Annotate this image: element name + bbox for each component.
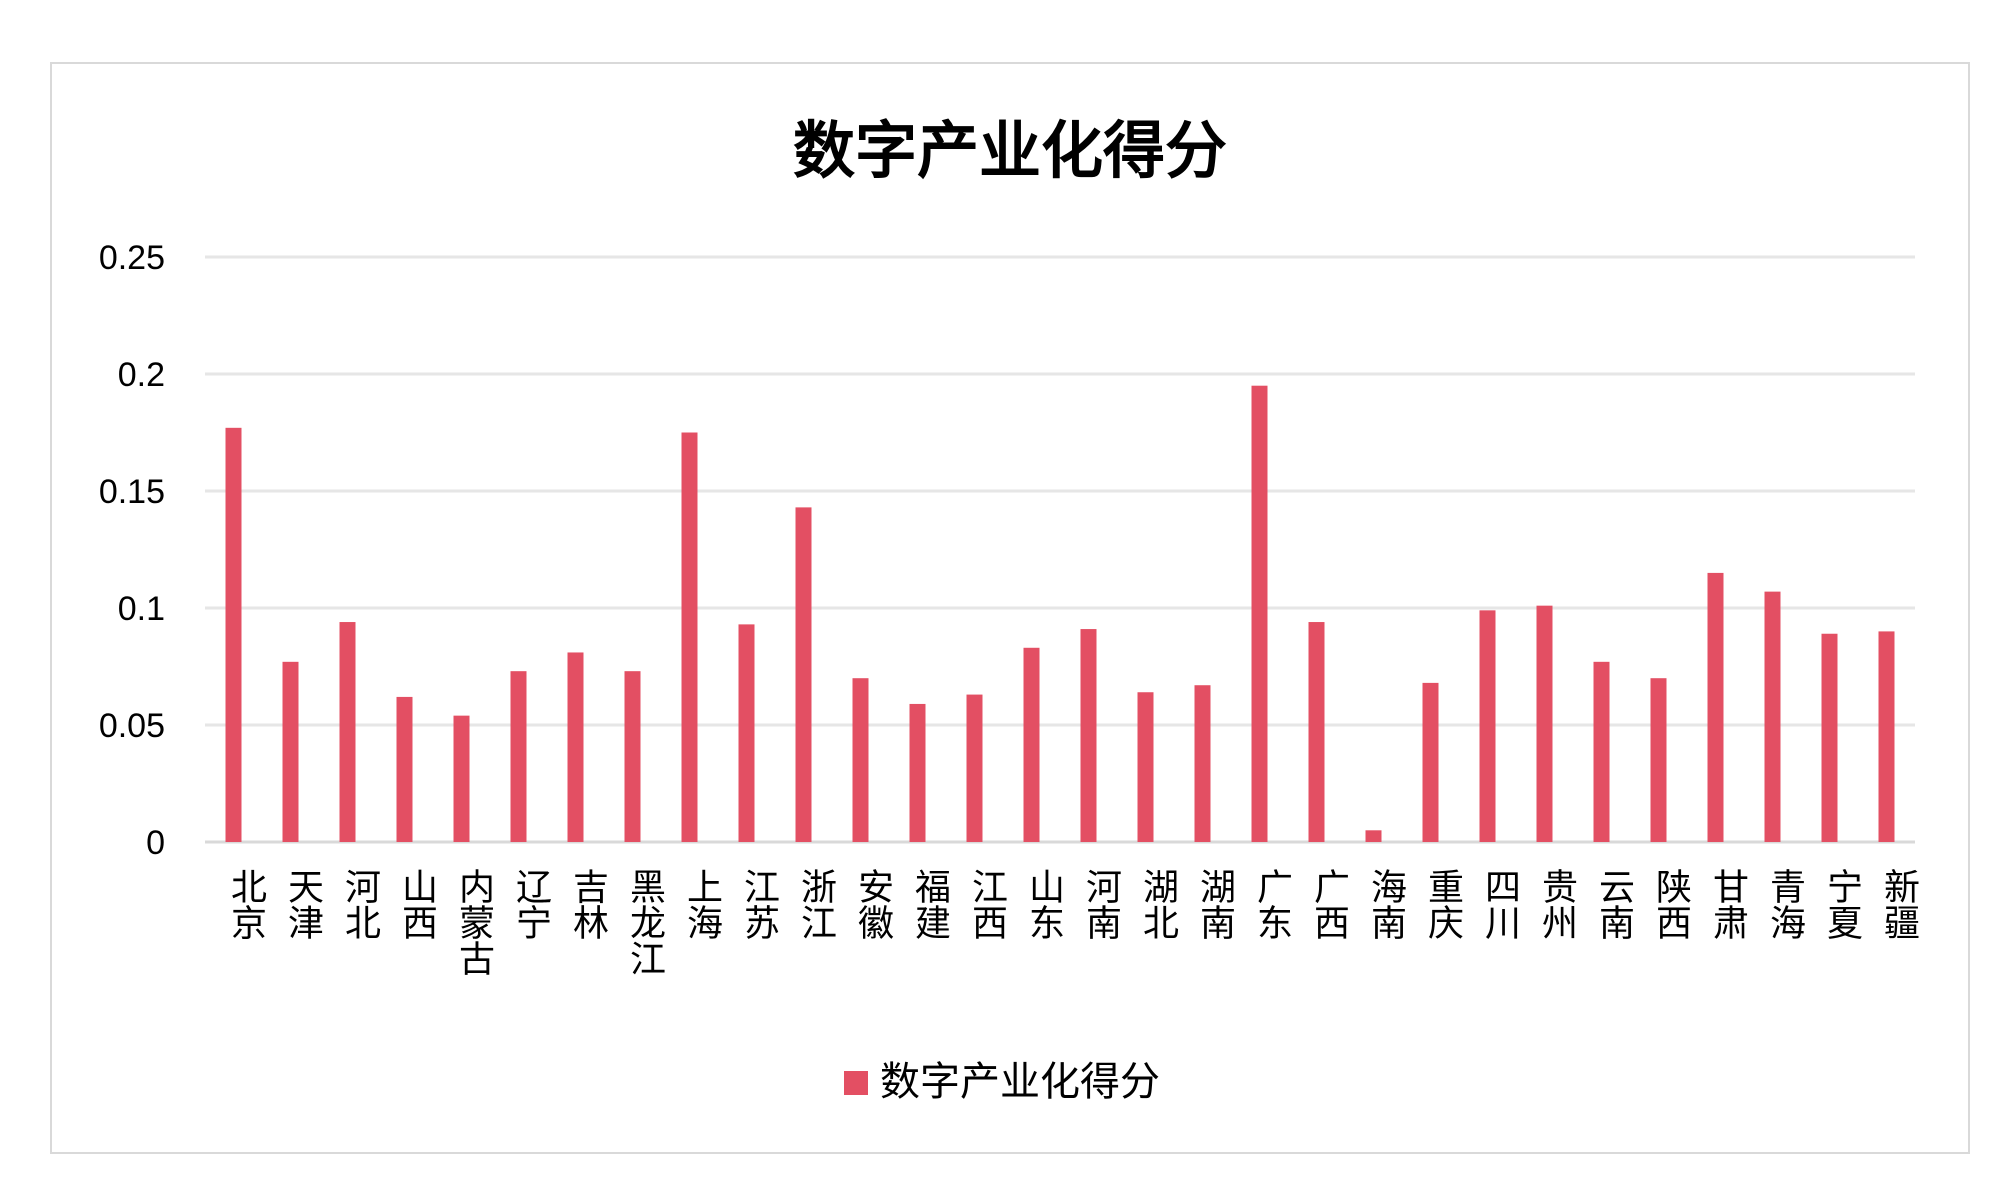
bar [1023, 647, 1040, 842]
x-tick-label: 内蒙古 [453, 868, 494, 976]
x-tick-label: 安徽 [852, 868, 894, 940]
bar [852, 678, 869, 842]
chart-title: 数字产业化得分 [793, 114, 1227, 187]
bar [225, 427, 242, 842]
x-tick-label: 贵州 [1536, 868, 1577, 940]
x-tick-label: 云南 [1593, 868, 1634, 940]
y-axis-tick-labels: 0 0.05 0.1 0.15 0.2 0.25 [99, 239, 165, 862]
legend: 数字产业化得分 [844, 1059, 1160, 1105]
y-tick-label: 0.1 [118, 590, 165, 628]
bar [1080, 629, 1097, 842]
x-tick-label: 辽宁 [510, 868, 551, 940]
x-tick-label: 甘肃 [1707, 868, 1748, 940]
y-tick-label: 0 [146, 824, 165, 862]
y-tick-label: 0.15 [99, 473, 165, 511]
x-tick-label: 天津 [282, 868, 323, 940]
x-axis-tick-labels: 北京 天津 河北 山西 内蒙古 辽宁 吉林 黑龙江 上海 江苏 浙江 安徽 福建 江西 山东 河南 湖北 湖南 广东… [225, 868, 1919, 976]
x-tick-label: 宁夏 [1821, 868, 1862, 940]
x-tick-label: 福建 [909, 868, 951, 940]
gridlines [205, 255, 1915, 844]
x-tick-label: 湖南 [1194, 868, 1235, 940]
bar [567, 652, 584, 842]
bar [282, 661, 299, 842]
bar [1365, 830, 1382, 842]
x-tick-label: 黑龙江 [624, 868, 665, 976]
bar [909, 703, 926, 842]
bar [1593, 661, 1610, 842]
legend-swatch [844, 1071, 868, 1095]
x-tick-label: 新疆 [1878, 868, 1919, 940]
x-tick-label: 广西 [1308, 868, 1349, 940]
x-tick-label: 河北 [339, 868, 380, 940]
x-tick-label: 海南 [1365, 868, 1406, 940]
x-tick-label: 湖北 [1137, 868, 1178, 940]
x-tick-label: 青海 [1764, 868, 1805, 940]
x-tick-label: 山西 [396, 868, 437, 940]
x-tick-label: 北京 [225, 868, 266, 940]
x-tick-label: 吉林 [567, 868, 608, 940]
bar [1479, 610, 1496, 842]
y-tick-label: 0.25 [99, 239, 165, 277]
bar [339, 622, 356, 842]
x-tick-label: 重庆 [1422, 868, 1463, 940]
bar [1707, 572, 1724, 842]
x-tick-label: 山东 [1023, 868, 1064, 940]
bars [225, 385, 1895, 842]
bar [1251, 385, 1268, 842]
bar [1308, 622, 1325, 842]
bar [1137, 692, 1154, 842]
x-tick-label: 广东 [1251, 868, 1292, 940]
bar [1878, 631, 1895, 842]
x-tick-label: 江苏 [738, 868, 779, 940]
bar [396, 696, 413, 842]
bar [681, 432, 698, 842]
x-tick-label: 江西 [966, 868, 1007, 940]
x-tick-label: 上海 [681, 868, 722, 940]
x-tick-label: 四川 [1479, 868, 1520, 940]
bar [966, 694, 983, 842]
y-tick-label: 0.05 [99, 707, 165, 745]
x-tick-label: 河南 [1080, 868, 1121, 940]
bar [1194, 685, 1211, 842]
bar [795, 507, 812, 842]
bar [1422, 682, 1439, 842]
legend-label: 数字产业化得分 [880, 1059, 1160, 1105]
bar [624, 671, 641, 842]
bar [1821, 633, 1838, 842]
bar [738, 624, 755, 842]
bar [453, 715, 470, 842]
bar [510, 671, 527, 842]
x-tick-label: 浙江 [795, 868, 836, 940]
bar [1536, 605, 1553, 842]
bar [1650, 678, 1667, 842]
x-tick-label: 陕西 [1650, 868, 1691, 940]
bar [1764, 591, 1781, 842]
y-tick-label: 0.2 [118, 356, 165, 394]
